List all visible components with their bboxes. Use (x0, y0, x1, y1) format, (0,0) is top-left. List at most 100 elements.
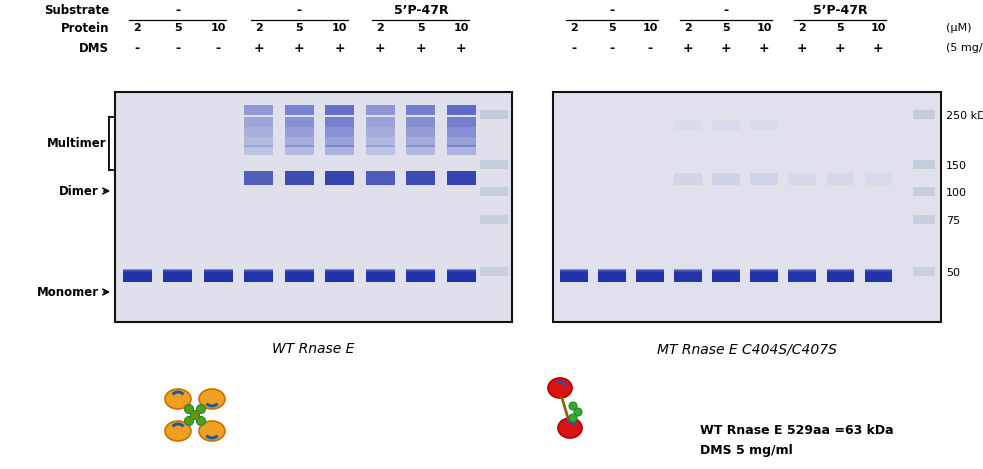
Bar (750, 275, 778, 280)
Text: -: - (135, 41, 140, 54)
Text: 10: 10 (757, 23, 772, 33)
Bar (285, 145, 314, 155)
Bar (447, 269, 476, 272)
Circle shape (185, 416, 194, 425)
Text: 5: 5 (723, 23, 730, 33)
Bar (864, 275, 892, 280)
Circle shape (191, 410, 200, 419)
Bar (750, 269, 778, 272)
Bar (636, 277, 664, 282)
Bar (203, 277, 233, 282)
Bar (560, 269, 588, 272)
Bar (713, 270, 740, 273)
Text: +: + (254, 41, 264, 54)
Bar (636, 271, 664, 275)
Bar (366, 273, 395, 278)
Bar (163, 275, 193, 280)
Bar (913, 110, 935, 119)
Bar (285, 271, 314, 275)
Bar (864, 173, 892, 185)
Ellipse shape (558, 418, 582, 438)
Bar (244, 271, 273, 275)
Bar (480, 267, 508, 276)
Bar (325, 277, 355, 282)
Text: +: + (835, 41, 845, 54)
Bar (244, 137, 273, 147)
Text: 5’P-47R: 5’P-47R (813, 3, 868, 16)
Bar (674, 271, 702, 275)
Text: DMS 5 mg/ml: DMS 5 mg/ml (700, 444, 792, 456)
Bar (366, 171, 395, 185)
Text: 2: 2 (684, 23, 692, 33)
Text: +: + (683, 41, 693, 54)
Bar (406, 271, 435, 275)
Bar (827, 173, 854, 185)
Bar (713, 269, 740, 272)
Bar (163, 277, 193, 282)
Circle shape (197, 416, 205, 425)
Bar (325, 269, 355, 272)
Bar (636, 272, 664, 282)
Bar (750, 270, 778, 273)
Bar (864, 271, 892, 275)
Bar (864, 272, 892, 282)
Bar (674, 272, 702, 276)
Bar (366, 270, 395, 273)
Bar (674, 120, 702, 130)
Bar (244, 270, 273, 273)
Bar (713, 120, 740, 130)
Bar (560, 271, 588, 275)
Bar (864, 273, 892, 278)
Bar (713, 272, 740, 282)
Text: +: + (873, 41, 884, 54)
Bar (750, 273, 778, 278)
Bar (560, 273, 588, 278)
Text: (5 mg/ml): (5 mg/ml) (946, 43, 983, 53)
Text: 5: 5 (174, 23, 182, 33)
Bar (285, 269, 314, 272)
Bar (674, 272, 702, 282)
Bar (636, 270, 664, 273)
Bar (244, 272, 273, 276)
Bar (913, 187, 935, 196)
Bar (325, 117, 355, 127)
Bar (163, 271, 193, 275)
Bar (750, 272, 778, 282)
Bar (480, 187, 508, 196)
Text: WT Rnase E 529aa =63 kDa: WT Rnase E 529aa =63 kDa (700, 424, 894, 437)
Bar (864, 269, 892, 272)
Bar (123, 273, 151, 278)
Bar (244, 274, 273, 279)
Bar (366, 271, 395, 275)
Bar (599, 271, 625, 275)
Bar (636, 273, 664, 278)
Text: 2: 2 (376, 23, 384, 33)
Bar (203, 275, 233, 280)
Circle shape (569, 414, 577, 422)
Bar (123, 269, 151, 272)
Text: -: - (175, 41, 180, 54)
Bar (244, 272, 273, 282)
Bar (244, 127, 273, 137)
Bar (244, 171, 273, 185)
Bar (123, 277, 151, 282)
Text: 100: 100 (946, 188, 967, 198)
Bar (447, 127, 476, 137)
Bar (560, 274, 588, 279)
Bar (447, 272, 476, 276)
Bar (115, 92, 512, 322)
Bar (599, 272, 625, 276)
Bar (447, 117, 476, 127)
Bar (406, 270, 435, 273)
Bar (750, 173, 778, 185)
Bar (163, 269, 193, 272)
Bar (406, 105, 435, 115)
Bar (480, 110, 508, 119)
Bar (203, 272, 233, 282)
Bar (406, 269, 435, 272)
Bar (827, 270, 854, 273)
Text: -: - (215, 41, 221, 54)
Bar (913, 267, 935, 276)
Text: +: + (416, 41, 427, 54)
Ellipse shape (165, 421, 191, 441)
